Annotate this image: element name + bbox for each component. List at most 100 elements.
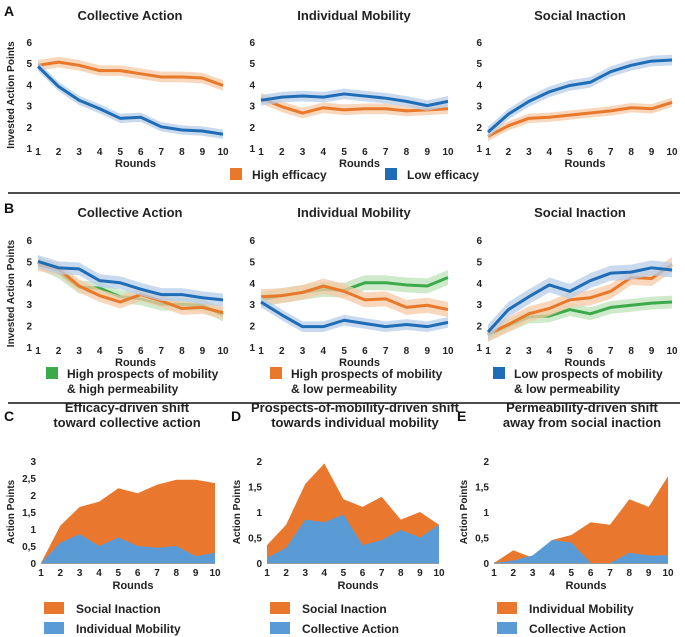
y-tick-label: 5 [249,59,255,70]
chart-a2: Individual Mobility 1 2 3 4 5 6 1 2 3 4 5 6 7 8 9 10 Roun… [249,8,454,170]
x-tick-label: 3 [77,568,83,579]
y-tick-label: 0 [30,559,36,570]
y-tick-label: 2 [26,322,32,333]
legend-label: Collective Action [302,622,399,636]
x-tick-label: 5 [341,346,347,357]
x-tick-label: 9 [193,568,199,579]
y-tick-label: 6 [476,236,482,247]
y-tick-label: 0,5 [22,542,36,553]
error-band-orange [261,278,448,318]
legend-label: & high permeability [67,382,179,396]
x-axis-label: Rounds [338,580,379,592]
y-tick-label: 1 [30,525,36,536]
y-tick-label: 1 [476,144,482,155]
x-tick-label: 10 [666,147,678,158]
chart-b1: Collective Action 1 2 3 4 5 6 1 2 3 4 5 6 7 8 9 10 Rounds… [6,205,229,369]
x-tick-label: 2 [283,568,289,579]
x-tick-label: 6 [362,346,368,357]
chart-title-b1: Collective Action [78,205,183,220]
x-tick-label: 7 [154,568,160,579]
series-line-blue [486,266,673,334]
y-tick-label: 5 [476,59,482,70]
x-tick-label: 6 [362,147,368,158]
y-axis-label: Invested Action Points [6,41,17,149]
y-tick-label: 6 [26,236,32,247]
x-tick-label: 4 [96,568,102,579]
legend-swatch-blue [44,622,64,634]
y-tick-label: 2 [26,123,32,134]
legend-swatch-orange [270,367,282,379]
legend-label: Low prospects of mobility [514,367,663,381]
x-axis-label: Rounds [113,580,154,592]
x-tick-label: 4 [321,147,327,158]
x-tick-label: 2 [56,346,62,357]
x-tick-label: 1 [35,346,41,357]
x-tick-label: 7 [379,568,385,579]
x-tick-label: 3 [300,147,306,158]
x-tick-label: 5 [116,568,122,579]
x-tick-label: 8 [174,568,180,579]
x-tick-label: 3 [530,568,536,579]
chart-title-d: towards individual mobility [271,415,439,430]
y-tick-label: 4 [476,279,482,290]
x-tick-label: 10 [662,568,674,579]
x-tick-label: 6 [360,568,366,579]
legend-label: Low efficacy [407,168,479,182]
x-tick-label: 9 [649,346,655,357]
x-tick-label: 7 [607,568,613,579]
y-tick-label: 6 [249,38,255,49]
y-tick-label: 1 [249,343,255,354]
legend-label: Individual Mobility [76,622,181,636]
x-tick-label: 1 [258,147,264,158]
x-tick-label: 9 [417,568,423,579]
y-tick-label: 5 [476,257,482,268]
y-tick-label: 6 [476,38,482,49]
x-tick-label: 8 [404,346,410,357]
series-line-blue [260,300,449,329]
y-axis-label: Invested Action Points [6,239,17,347]
chart-b3: Social Inaction 1 2 3 4 5 6 1 2 3 4 5 6 7 8 9 10 Rounds [476,205,678,369]
x-tick-label: 8 [179,346,185,357]
x-tick-label: 6 [587,346,593,357]
y-tick-label: 1,5 [248,483,262,494]
x-tick-label: 5 [341,568,347,579]
x-tick-label: 2 [279,346,285,357]
y-tick-label: 0 [256,559,262,570]
legend-label: & low permeability [514,382,620,396]
legend-swatch-orange [44,602,64,614]
legends: High efficacy Low efficacy High prospects … [44,168,663,636]
chart-title-a1: Collective Action [78,8,183,23]
error-band-orange [488,97,672,142]
series-line-blue [487,58,673,134]
x-tick-label: 2 [56,147,62,158]
x-tick-label: 4 [97,346,103,357]
x-tick-label: 10 [209,568,221,579]
x-tick-label: 2 [58,568,64,579]
x-tick-label: 9 [424,147,430,158]
x-tick-label: 10 [666,346,678,357]
x-tick-label: 7 [159,147,165,158]
x-axis-label: Rounds [565,357,606,369]
x-tick-label: 9 [646,568,652,579]
series-line-blue [36,65,224,136]
x-tick-label: 8 [179,147,185,158]
x-tick-label: 10 [217,147,229,158]
legend-label: High prospects of mobility [67,367,219,381]
x-tick-label: 3 [76,147,82,158]
y-tick-label: 5 [249,257,255,268]
y-tick-label: 3 [26,102,32,113]
y-axis-label: Action Points [459,479,470,544]
x-tick-label: 2 [279,147,285,158]
x-tick-label: 7 [383,147,389,158]
legend-swatch-orange [270,602,290,614]
area-blue [41,534,215,563]
x-tick-label: 10 [442,346,454,357]
x-tick-label: 8 [404,147,410,158]
y-tick-label: 4 [26,80,32,91]
y-tick-label: 4 [249,80,255,91]
chart-title-c: Efficacy-driven shift [65,400,190,415]
legend-label: Social Inaction [76,602,161,616]
x-tick-label: 9 [200,346,206,357]
x-tick-label: 1 [35,147,41,158]
